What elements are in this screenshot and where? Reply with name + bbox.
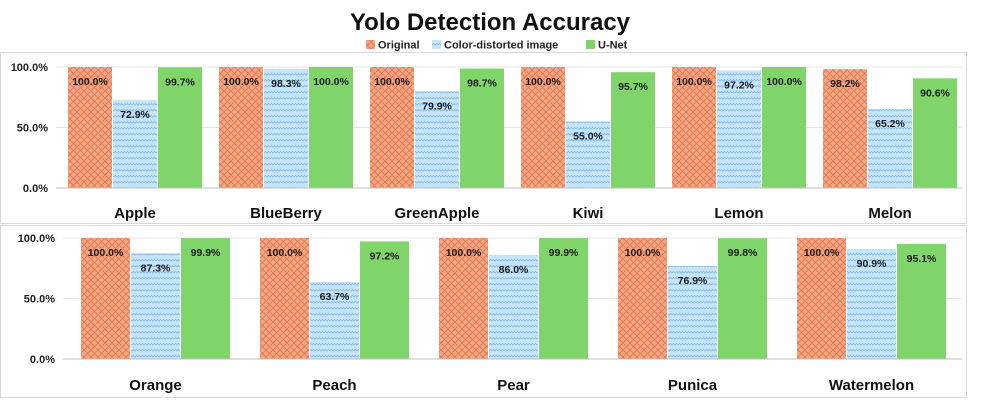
bar-original (68, 67, 112, 188)
y-tick-label: 100.0% (18, 233, 56, 245)
data-label: 100.0% (267, 247, 303, 259)
legend-swatch-color-distorted (432, 40, 441, 49)
data-label: 86.0% (499, 264, 529, 276)
data-label: 100.0% (766, 76, 802, 88)
data-label: 90.9% (857, 258, 887, 270)
bar-unet (897, 243, 946, 359)
data-label: 100.0% (804, 247, 840, 259)
legend-label-unet: U-Net (598, 40, 628, 52)
data-label: 55.0% (573, 130, 603, 142)
panel-frame-top (0, 52, 967, 224)
data-label: 63.7% (320, 291, 350, 303)
bar-unet (158, 67, 202, 188)
data-label: 99.9% (191, 247, 221, 259)
bar-unet (181, 238, 230, 359)
data-label: 87.3% (141, 262, 171, 274)
data-label: 79.9% (422, 100, 452, 112)
data-label: 65.2% (875, 118, 905, 130)
legend-label-original: Original (378, 40, 420, 52)
y-tick-label: 0.0% (23, 183, 48, 195)
data-label: 100.0% (525, 76, 561, 88)
bar-original (618, 238, 667, 359)
data-label: 100.0% (313, 76, 349, 88)
bar-color-distorted (264, 69, 308, 188)
bar-unet (762, 67, 806, 188)
data-label: 98.7% (467, 78, 497, 90)
category-label: BlueBerry (250, 205, 322, 222)
category-label: Watermelon (829, 377, 914, 394)
y-tick-label: 50.0% (17, 123, 48, 135)
bar-color-distorted (310, 281, 359, 359)
category-label: Kiwi (573, 205, 604, 222)
data-label: 99.9% (549, 247, 579, 259)
bar-unet (460, 68, 504, 188)
category-label: Pear (497, 377, 530, 394)
category-label: Peach (312, 377, 356, 394)
legend: Original Color-distorted image U-Net (366, 40, 628, 52)
category-label: Orange (129, 377, 182, 394)
bar-unet (611, 72, 655, 188)
bar-original (797, 238, 846, 359)
legend-label-color-distorted: Color-distorted image (444, 40, 558, 52)
bar-color-distorted (489, 254, 538, 359)
bar-color-distorted (113, 99, 157, 188)
bar-unet (718, 238, 767, 359)
y-tick-label: 0.0% (30, 354, 55, 366)
bar-color-distorted (415, 91, 459, 188)
legend-swatch-unet (586, 40, 595, 49)
data-label: 99.7% (165, 76, 195, 88)
data-label: 76.9% (678, 275, 708, 287)
data-label: 100.0% (88, 247, 124, 259)
category-label: Melon (868, 205, 911, 222)
bar-original (823, 69, 867, 188)
data-label: 100.0% (374, 76, 410, 88)
bar-color-distorted (717, 70, 761, 188)
bar-unet (913, 78, 957, 188)
bar-color-distorted (847, 249, 896, 359)
data-label: 95.7% (618, 81, 648, 93)
data-label: 100.0% (625, 247, 661, 259)
y-tick-label: 100.0% (11, 62, 49, 74)
bar-color-distorted (668, 265, 717, 359)
legend-swatch-original (366, 40, 375, 49)
data-label: 98.2% (830, 78, 860, 90)
y-tick-label: 50.0% (24, 294, 55, 306)
data-label: 98.3% (271, 78, 301, 90)
data-label: 97.2% (370, 250, 400, 262)
data-label: 100.0% (446, 247, 482, 259)
data-label: 90.6% (920, 87, 950, 99)
category-label: GreenApple (394, 205, 479, 222)
data-label: 100.0% (72, 76, 108, 88)
panel-frame-bottom (0, 225, 967, 398)
data-label: 100.0% (676, 76, 712, 88)
category-label: Lemon (714, 205, 763, 222)
chart-title: Yolo Detection Accuracy (350, 9, 631, 36)
bar-unet (539, 238, 588, 359)
bar-unet (309, 67, 353, 188)
data-label: 95.1% (907, 253, 937, 265)
bar-color-distorted (566, 121, 610, 188)
data-label: 72.9% (120, 109, 150, 121)
data-label: 97.2% (724, 79, 754, 91)
category-label: Punica (668, 377, 718, 394)
category-label: Apple (114, 205, 156, 222)
data-label: 99.8% (728, 247, 758, 259)
bar-original (81, 238, 130, 359)
bar-original (439, 238, 488, 359)
bar-unet (360, 241, 409, 359)
bar-color-distorted (131, 253, 180, 359)
bar-original (219, 67, 263, 188)
data-label: 100.0% (223, 76, 259, 88)
bar-original (672, 67, 716, 188)
bar-original (521, 67, 565, 188)
bar-color-distorted (868, 109, 912, 188)
bar-original (260, 238, 309, 359)
bar-original (370, 67, 414, 188)
